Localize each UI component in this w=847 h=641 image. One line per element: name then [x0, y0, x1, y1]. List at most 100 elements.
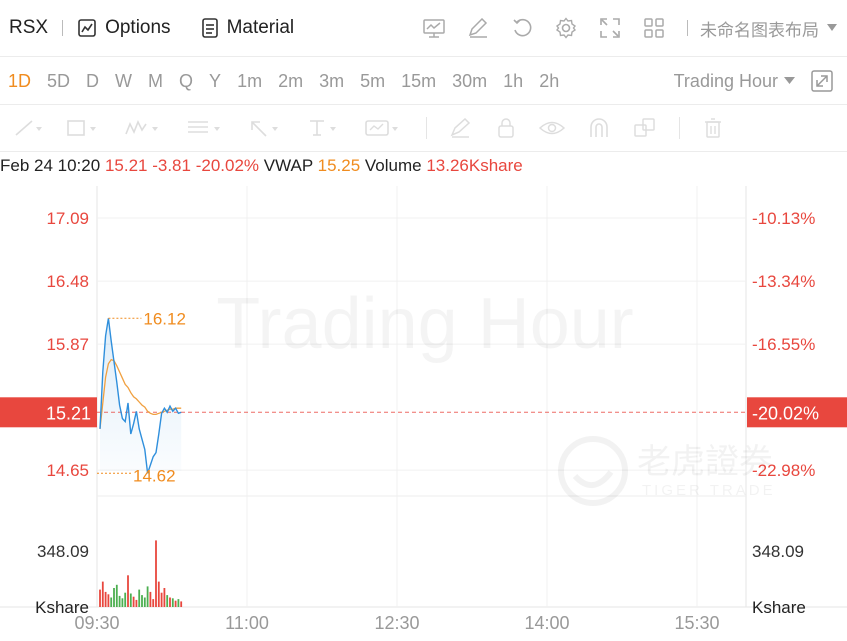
volume-bar — [166, 595, 169, 607]
watermark-brand-en: TIGER TRADE — [642, 482, 776, 499]
volume-value: 13.26Kshare — [426, 156, 523, 175]
drawing-toolbar — [0, 104, 847, 152]
volume-bar — [149, 591, 152, 607]
volume-bar — [163, 588, 166, 607]
chart-grid — [0, 186, 847, 608]
period-tab-1h[interactable]: 1h — [503, 70, 524, 91]
divider — [687, 20, 688, 36]
volume-bar — [99, 589, 101, 607]
volume-tick-left: 348.09 — [37, 542, 89, 561]
top-toolbar: RSX Options Material 未命名图表布局 — [0, 0, 847, 56]
period-tab-d[interactable]: D — [86, 70, 100, 91]
brush-icon[interactable] — [449, 118, 473, 138]
period-tab-30m[interactable]: 30m — [452, 70, 488, 91]
magnet-icon[interactable] — [587, 117, 611, 139]
arrow-tool-icon[interactable] — [248, 118, 284, 138]
refresh-icon[interactable] — [511, 17, 533, 39]
pattern-tool-icon[interactable] — [124, 118, 164, 138]
settings-gear-icon[interactable] — [555, 17, 577, 39]
pct-tick-label: -10.13% — [752, 209, 815, 228]
period-tab-3m[interactable]: 3m — [319, 70, 345, 91]
edit-icon[interactable] — [467, 18, 489, 38]
price-area — [100, 318, 182, 474]
volume-bar — [171, 598, 174, 607]
options-chart-icon — [78, 19, 96, 37]
period-tab-1d[interactable]: 1D — [8, 70, 32, 91]
eye-icon[interactable] — [539, 118, 565, 138]
price-range-tool-icon[interactable] — [364, 118, 404, 138]
period-tab-y[interactable]: Y — [209, 70, 222, 91]
current-price-tag-bg — [0, 397, 97, 428]
volume-bar — [121, 598, 124, 607]
trend-line-icon[interactable] — [14, 118, 44, 138]
period-toolbar: 1D 5D D W M Q Y 1m 2m 3m 5m 15m 30m 1h 2h Trading Hour — [0, 56, 847, 105]
expand-arrows-icon[interactable] — [599, 17, 621, 39]
pct-tick-label: -16.55% — [752, 335, 815, 354]
intraday-chart[interactable]: Trading Hour 老虎證券 TIGER TRADE 17.09 -10.1… — [0, 186, 847, 641]
period-tab-2h[interactable]: 2h — [539, 70, 560, 91]
trash-icon[interactable] — [702, 117, 724, 139]
divider — [62, 20, 64, 36]
quote-price: 15.21 — [104, 156, 148, 175]
volume-unit-right: Kshare — [752, 598, 806, 617]
volume-bar — [169, 597, 171, 607]
volume-bar — [129, 593, 132, 607]
caret-down-icon[interactable] — [827, 24, 837, 32]
volume-bar — [146, 586, 149, 607]
volume-bar — [177, 599, 180, 607]
price-tick-label: 16.48 — [46, 272, 89, 291]
lock-icon[interactable] — [495, 117, 517, 139]
pct-tick-label: -13.34% — [752, 272, 815, 291]
period-tab-15m[interactable]: 15m — [401, 70, 437, 91]
price-series — [97, 317, 746, 474]
session-select[interactable]: Trading Hour — [674, 71, 795, 92]
header-icons: 未命名图表布局 — [423, 0, 847, 56]
period-tab-m[interactable]: M — [148, 70, 164, 91]
volume-tick-right: 348.09 — [752, 542, 804, 561]
quote-datetime: Feb 24 10:20 — [0, 156, 101, 175]
symbol-label[interactable]: RSX — [9, 17, 49, 38]
layout-grid-icon[interactable] — [643, 17, 665, 39]
period-tab-5m[interactable]: 5m — [360, 70, 386, 91]
material-label: Material — [226, 17, 295, 38]
price-tick-label: 17.09 — [46, 209, 89, 228]
period-tab-2m[interactable]: 2m — [278, 70, 304, 91]
volume-bar — [174, 600, 177, 607]
fullscreen-icon[interactable] — [811, 70, 833, 97]
quote-change-pct: -20.02% — [195, 156, 260, 175]
volume-bar — [107, 594, 110, 607]
period-tabs: 1D 5D D W M Q Y 1m 2m 3m 5m 15m 30m 1h 2h — [8, 71, 575, 92]
time-tick-label: 14:00 — [524, 613, 569, 633]
volume-bar — [138, 589, 141, 607]
text-tool-icon[interactable] — [306, 118, 342, 138]
volume-bar — [124, 592, 127, 607]
period-tab-5d[interactable]: 5D — [47, 70, 71, 91]
options-button[interactable]: Options — [77, 17, 171, 39]
period-tab-q[interactable]: Q — [179, 70, 194, 91]
volume-bar — [101, 581, 104, 607]
material-button[interactable]: Material — [201, 17, 295, 39]
pct-tick-label: -22.98% — [752, 461, 815, 480]
low-label: 14.62 — [133, 466, 176, 485]
time-tick-label: 12:30 — [374, 613, 419, 633]
volume-bar — [157, 581, 160, 607]
indicator-icon[interactable] — [423, 18, 445, 38]
time-tick-label: 09:30 — [74, 613, 119, 633]
volume-bar — [132, 596, 135, 607]
clone-icon[interactable] — [633, 117, 657, 139]
volume-bar — [180, 601, 183, 607]
fibonacci-tool-icon[interactable] — [186, 118, 226, 138]
period-tab-1m[interactable]: 1m — [237, 70, 263, 91]
volume-bar — [115, 584, 118, 607]
session-select-label: Trading Hour — [673, 70, 778, 91]
volume-bar — [135, 599, 138, 607]
workspace-name[interactable]: 未命名图表布局 — [700, 20, 819, 40]
document-icon — [201, 18, 218, 38]
volume-bar — [118, 595, 121, 607]
volume-bar — [127, 575, 129, 607]
period-tab-w[interactable]: W — [115, 70, 133, 91]
volume-bars — [99, 540, 183, 607]
price-tick-label: 15.87 — [46, 335, 89, 354]
divider — [679, 117, 680, 139]
rectangle-tool-icon[interactable] — [66, 118, 102, 138]
